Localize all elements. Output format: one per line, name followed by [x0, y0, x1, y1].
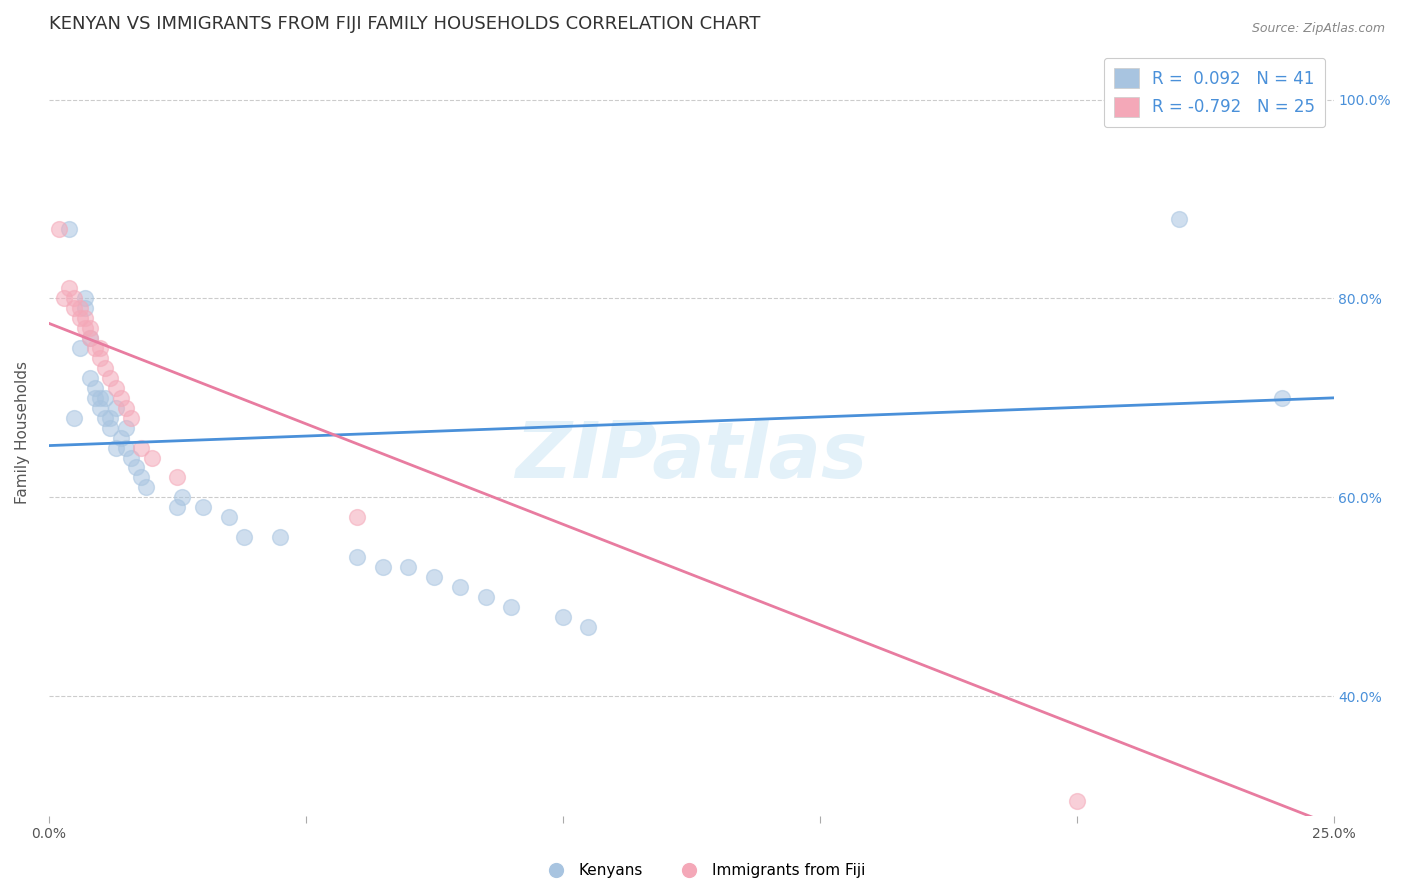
- Point: [79, 331, 101, 345]
- Point: [89, 341, 111, 355]
- Point: [1066, 794, 1088, 808]
- Point: [129, 441, 152, 455]
- Point: [172, 491, 194, 505]
- Point: [94, 361, 117, 376]
- Legend: R =  0.092   N = 41, R = -0.792   N = 25: R = 0.092 N = 41, R = -0.792 N = 25: [1104, 58, 1326, 128]
- Point: [576, 619, 599, 633]
- Point: [73, 321, 96, 335]
- Point: [89, 401, 111, 415]
- Point: [104, 381, 127, 395]
- Point: [89, 351, 111, 365]
- Point: [84, 381, 107, 395]
- Text: ZIPatlas: ZIPatlas: [515, 417, 868, 493]
- Point: [48, 222, 70, 236]
- Point: [104, 401, 127, 415]
- Point: [1271, 391, 1294, 405]
- Point: [104, 441, 127, 455]
- Point: [94, 391, 117, 405]
- Point: [551, 609, 574, 624]
- Point: [73, 292, 96, 306]
- Point: [69, 341, 91, 355]
- Point: [129, 470, 152, 484]
- Point: [100, 371, 122, 385]
- Point: [166, 470, 188, 484]
- Point: [120, 450, 142, 465]
- Point: [141, 450, 163, 465]
- Point: [84, 391, 107, 405]
- Point: [233, 530, 256, 544]
- Point: [69, 311, 91, 326]
- Point: [73, 311, 96, 326]
- Point: [114, 420, 136, 434]
- Point: [79, 331, 101, 345]
- Point: [110, 431, 132, 445]
- Y-axis label: Family Households: Family Households: [15, 361, 30, 504]
- Point: [449, 580, 471, 594]
- Point: [135, 480, 157, 494]
- Point: [58, 222, 80, 236]
- Point: [371, 560, 394, 574]
- Point: [474, 590, 496, 604]
- Point: [53, 292, 76, 306]
- Point: [114, 441, 136, 455]
- Point: [73, 301, 96, 316]
- Point: [100, 410, 122, 425]
- Point: [501, 599, 523, 614]
- Text: KENYAN VS IMMIGRANTS FROM FIJI FAMILY HOUSEHOLDS CORRELATION CHART: KENYAN VS IMMIGRANTS FROM FIJI FAMILY HO…: [49, 15, 761, 33]
- Point: [63, 410, 86, 425]
- Point: [69, 301, 91, 316]
- Point: [191, 500, 214, 515]
- Point: [120, 410, 142, 425]
- Point: [94, 410, 117, 425]
- Legend: Kenyans, Immigrants from Fiji: Kenyans, Immigrants from Fiji: [534, 857, 872, 884]
- Point: [398, 560, 420, 574]
- Point: [79, 371, 101, 385]
- Point: [110, 391, 132, 405]
- Point: [100, 420, 122, 434]
- Point: [89, 391, 111, 405]
- Point: [166, 500, 188, 515]
- Point: [218, 510, 240, 524]
- Point: [63, 292, 86, 306]
- Point: [114, 401, 136, 415]
- Point: [63, 301, 86, 316]
- Point: [79, 321, 101, 335]
- Point: [125, 460, 148, 475]
- Point: [58, 281, 80, 295]
- Point: [1168, 211, 1191, 226]
- Point: [346, 549, 368, 564]
- Point: [84, 341, 107, 355]
- Point: [269, 530, 291, 544]
- Text: Source: ZipAtlas.com: Source: ZipAtlas.com: [1251, 22, 1385, 36]
- Point: [346, 510, 368, 524]
- Point: [423, 570, 446, 584]
